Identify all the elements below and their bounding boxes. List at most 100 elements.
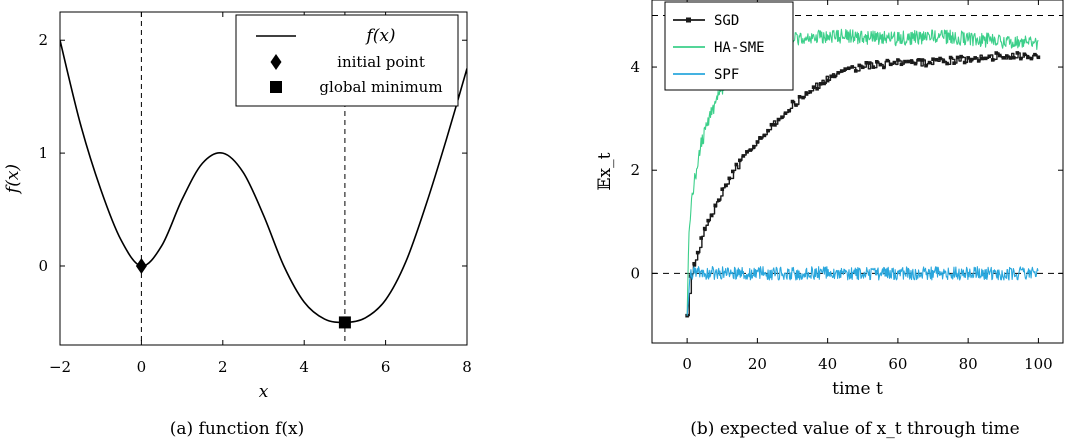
- axes-frame: [59, 11, 468, 346]
- sgd-data-point: [896, 58, 900, 62]
- legend-label-sgd: SGD: [714, 13, 739, 29]
- legend-label-fx: f(x): [364, 26, 395, 46]
- sgd-data-point: [709, 213, 714, 218]
- sgd-data-point: [867, 61, 872, 65]
- sgd-data-point: [906, 59, 911, 64]
- sgd-data-point: [1004, 54, 1009, 58]
- sgd-data-point: [734, 162, 739, 167]
- sgd-data-point: [720, 187, 725, 192]
- x-axis-label: time t: [832, 379, 883, 399]
- panel-a-function-plot: −2 0 2 4 6 8 0 1 2 x f(x) f(x) initial point global m…: [3, 11, 472, 439]
- x-tick-label: 80: [959, 355, 978, 373]
- sgd-data-point: [850, 65, 855, 69]
- sgd-data-point: [878, 62, 883, 67]
- x-tick-label: 0: [682, 355, 692, 373]
- sgd-data-point: [927, 60, 932, 65]
- sgd-data-point: [727, 176, 732, 181]
- sgd-data-point: [794, 103, 798, 107]
- legend-square-swatch: [270, 81, 282, 93]
- sgd-data-point: [994, 51, 999, 55]
- sgd-data-point: [773, 123, 777, 127]
- y-axis-label: 𝔼x_t: [595, 152, 615, 190]
- y-tick-label: 4: [630, 58, 640, 76]
- y-tick-label: 2: [630, 161, 640, 179]
- legend-label-ha-sme: HA-SME: [714, 40, 765, 56]
- global-minimum-marker: [338, 316, 351, 329]
- panel-b-expected-value-plot: 0 20 40 60 80 100 0 2 4 time t 𝔼x_t SGD HA-SME SPF (b)…: [595, 0, 1064, 439]
- sgd-data-point: [990, 58, 995, 62]
- sgd-data-point: [699, 236, 703, 240]
- x-tick-label: 6: [381, 358, 391, 376]
- sgd-data-point: [871, 65, 876, 69]
- sgd-data-point: [959, 54, 963, 59]
- sgd-data-point: [752, 144, 756, 149]
- x-tick-label: 8: [462, 358, 472, 376]
- sgd-data-point: [808, 90, 812, 94]
- x-tick-label: 0: [137, 358, 147, 376]
- legend-label-global-minimum: global minimum: [319, 78, 442, 96]
- sgd-data-point: [822, 81, 826, 86]
- sgd-data-point: [934, 57, 939, 62]
- sgd-data-point: [980, 56, 985, 61]
- sgd-data-point: [780, 115, 784, 120]
- sgd-data-point: [695, 250, 700, 255]
- sgd-data-point: [969, 57, 974, 62]
- sgd-data-point: [730, 169, 735, 174]
- initial-point-marker: [135, 257, 147, 274]
- sgd-data-point: [885, 58, 890, 63]
- sgd-data-point: [987, 54, 992, 59]
- sgd-data-point: [811, 85, 816, 89]
- sgd-data-point: [825, 78, 830, 83]
- sgd-data-point: [836, 71, 840, 75]
- sgd-data-point: [875, 60, 879, 64]
- sgd-data-point: [759, 136, 763, 140]
- figure-caption: (a) function f(x): [170, 419, 305, 439]
- x-axis-label: x: [259, 382, 269, 402]
- sgd-data-point: [997, 53, 1002, 58]
- sgd-data-point: [913, 61, 918, 66]
- sgd-data-point: [892, 60, 897, 65]
- sgd-data-point: [706, 218, 711, 223]
- legend-label-spf: SPF: [714, 67, 739, 83]
- sgd-data-point: [801, 95, 805, 100]
- sgd-data-point: [938, 56, 942, 61]
- sgd-data-point: [1015, 51, 1020, 55]
- sgd-data-point: [966, 56, 970, 60]
- legend-diamond-swatch: [270, 54, 282, 70]
- sgd-data-point: [685, 313, 689, 318]
- x-tick-label: 100: [1024, 355, 1053, 373]
- sgd-data-point: [1008, 56, 1013, 60]
- sgd-data-point: [973, 56, 977, 60]
- y-tick-label: 0: [38, 257, 48, 275]
- sgd-data-point: [804, 92, 809, 96]
- x-tick-label: −2: [49, 358, 71, 376]
- sgd-data-point: [787, 109, 791, 113]
- axes-frame: [651, 0, 1064, 344]
- sgd-data-point: [931, 57, 935, 61]
- sgd-data-point: [955, 55, 960, 60]
- y-tick-label: 1: [38, 144, 48, 162]
- x-tick-label: 20: [748, 355, 767, 373]
- sgd-data-point: [745, 150, 749, 154]
- sgd-data-point: [829, 74, 833, 79]
- sgd-data-point: [889, 62, 893, 67]
- sgd-data-point: [723, 183, 728, 188]
- sgd-data-point: [766, 128, 770, 133]
- figure-caption: (b) expected value of x_t through time: [690, 419, 1019, 439]
- sgd-data-point: [741, 154, 746, 158]
- legend-box: [664, 1, 794, 91]
- sgd-data-point: [762, 133, 767, 138]
- sgd-data-point: [1019, 56, 1023, 61]
- x-tick-label: 40: [818, 355, 837, 373]
- sgd-data-point: [716, 198, 721, 202]
- sgd-data-point: [790, 99, 795, 104]
- legend-swatch-marker: [686, 17, 691, 23]
- sgd-data-point: [738, 158, 742, 163]
- sgd-data-point: [864, 61, 869, 65]
- y-axis-label: f(x): [3, 164, 23, 195]
- sgd-data-point: [924, 63, 928, 68]
- sgd-data-point: [941, 59, 946, 64]
- sgd-data-point: [920, 58, 925, 62]
- sgd-data-point: [853, 69, 858, 73]
